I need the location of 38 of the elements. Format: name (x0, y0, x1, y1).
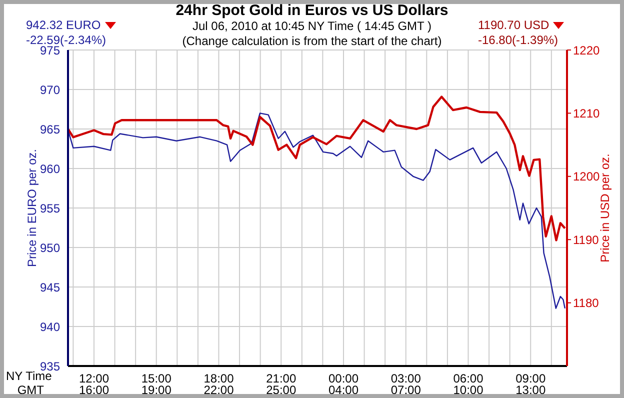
y2-tick-label: 1180 (573, 296, 600, 310)
x2-tick-label: 07:00 (390, 383, 422, 397)
x2-tick-label: 13:00 (516, 383, 546, 397)
y2-tick-label: 1190 (573, 232, 600, 247)
y2-tick-label: 1200 (573, 170, 600, 184)
text: 942.32 EURO (26, 18, 102, 32)
text: 1190.70 USD (478, 18, 550, 32)
x-tick-label: 15:00 (141, 372, 172, 386)
y-tick-label: 955 (40, 201, 60, 216)
x2-axis-title: GMT (17, 383, 45, 397)
text: -16.80(-1.39%) (478, 33, 558, 47)
x-tick-label: 12:00 (78, 372, 110, 386)
x-tick-label: 00:00 (328, 372, 359, 386)
y-axis-title: Price in EURO per oz. (25, 148, 39, 268)
line-series (68, 112, 566, 309)
y-tick-label: 940 (40, 320, 60, 334)
text: (Change calculation is from the start of the chart) (182, 34, 442, 48)
y2-axis-title: Price in USD per oz. (598, 154, 612, 262)
chart-title: 24hr Spot Gold in Euros vs US Dollars (174, 2, 450, 19)
x-tick-label: 21:00 (266, 372, 296, 386)
x-tick-label: 09:00 (516, 372, 546, 386)
y2-tick-label: 1220 (573, 43, 600, 58)
x2-tick-label: 19:00 (141, 383, 172, 397)
y-tick-label: 945 (40, 280, 60, 294)
y-tick-label: 970 (40, 82, 60, 97)
y-tick-label: 960 (40, 162, 60, 176)
x2-tick-label: 25:00 (266, 383, 296, 397)
x2-tick-label: 22:00 (204, 383, 234, 397)
y2-tick-label: 1210 (573, 106, 600, 120)
x-tick-label: 18:00 (204, 372, 234, 386)
x2-tick-label: 04:00 (328, 383, 359, 397)
y-tick-label: 965 (40, 122, 60, 136)
chart-subtitle: Jul 06, 2010 at 10:45 NY Time ( 14:45 GMT ) (192, 19, 432, 33)
x2-tick-label: 16:00 (78, 383, 110, 397)
x-tick-label: 03:00 (390, 372, 422, 386)
y-tick-label: 950 (40, 240, 60, 255)
x2-tick-label: 10:00 (453, 383, 484, 397)
x-tick-label: 06:00 (453, 372, 484, 386)
